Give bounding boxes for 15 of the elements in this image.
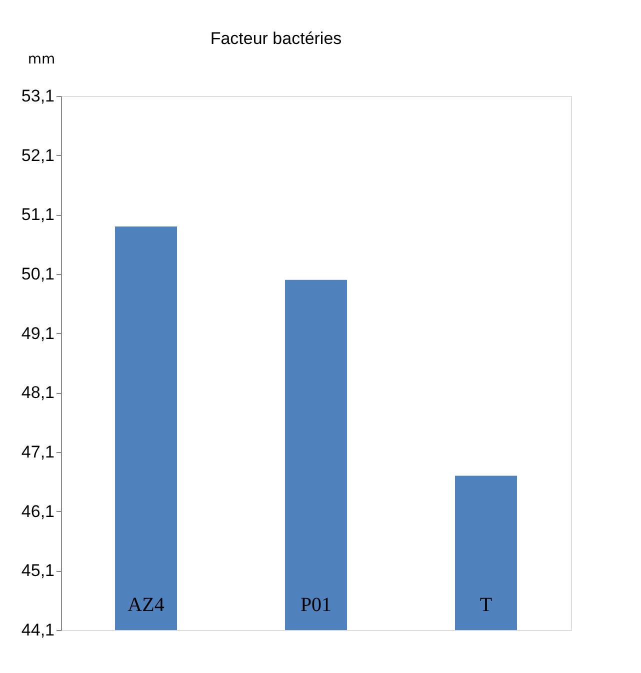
y-tick-label: 50,1 — [21, 264, 54, 284]
y-tick-label: 47,1 — [21, 442, 54, 462]
y-tick-label: 52,1 — [21, 146, 54, 165]
x-tick-label: T — [480, 594, 492, 616]
x-tick-label: P01 — [300, 594, 332, 616]
y-tick-label: 48,1 — [21, 383, 54, 402]
y-tick-label: 53,1 — [21, 86, 54, 106]
y-tick-label: 46,1 — [21, 502, 54, 521]
x-tick-label: AZ4 — [128, 594, 164, 616]
y-tick-label: 51,1 — [21, 205, 54, 224]
y-tick-label: 44,1 — [21, 620, 54, 640]
y-tick-label: 49,1 — [21, 324, 54, 343]
chart-title: Facteur bactéries — [210, 29, 342, 48]
y-axis-title: mm — [28, 52, 56, 68]
y-tick-label: 45,1 — [21, 561, 54, 580]
